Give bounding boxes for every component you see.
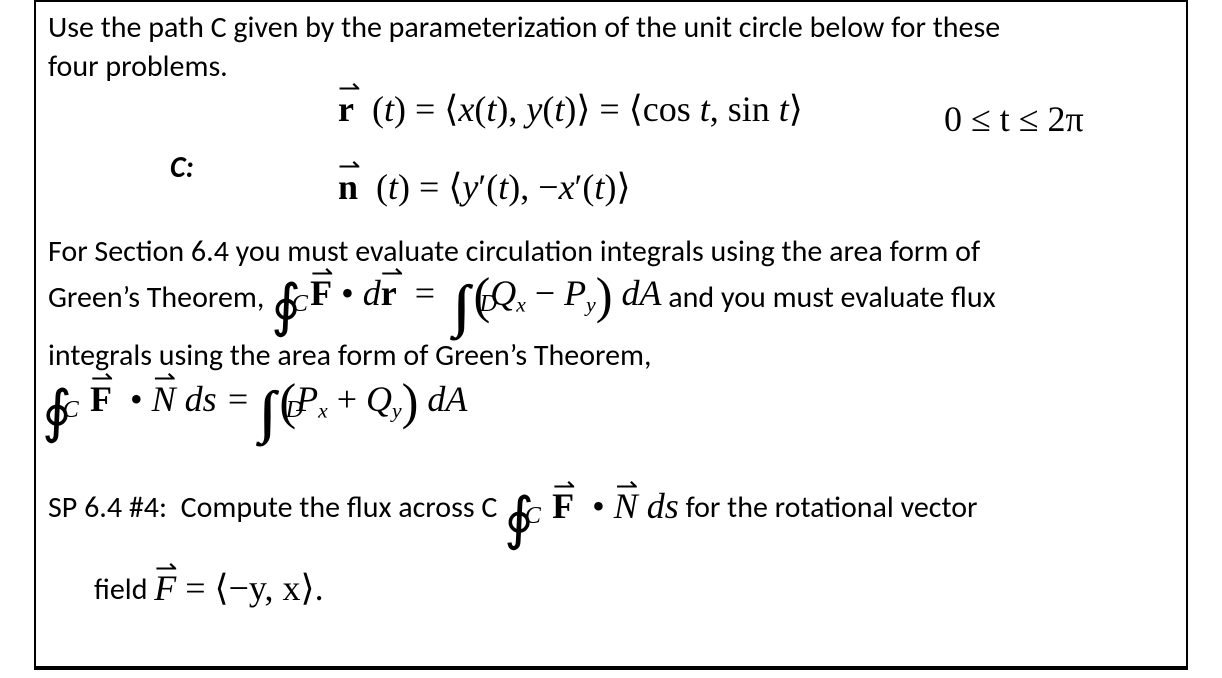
problem-line-2: field ⇀F = ⟨−y, x⟩. (94, 570, 1174, 610)
sub-x: x (516, 293, 526, 317)
arrow-icon: ⇀ (381, 260, 397, 287)
curve-label: C: (170, 148, 194, 187)
problem-lead: SP 6.4 #4: Compute the flux across C (48, 489, 504, 526)
arrow-icon: ⇀ (552, 473, 574, 500)
vector-N: ⇀N (152, 376, 176, 423)
greens-line-1: For Section 6.4 you must evaluate circul… (48, 232, 1174, 271)
sub-y: y (586, 293, 596, 317)
vector-n: ⇀ n (338, 164, 358, 211)
greens-line-2b: and you must evaluate flux (668, 279, 995, 316)
problem-field: ⇀F = ⟨−y, x⟩. (154, 570, 323, 606)
vector-dr: ⇀r (381, 275, 397, 311)
arrow-icon: ⇀ (152, 361, 176, 396)
vector-r: ⇀ r (338, 86, 354, 133)
greens-line-3: integrals using the area form of Green’s… (48, 336, 1174, 375)
vector-F: ⇀F (90, 376, 112, 423)
arrow-icon: ⇀ (154, 555, 176, 582)
sub-y: y (392, 398, 402, 422)
r-args: (t) = ⟨x(t), y(t)⟩ = ⟨cos t, sin t⟩ (363, 89, 803, 129)
page: Use the path C given by the parameteriza… (0, 0, 1222, 678)
n-args: (t) = ⟨y′(t), −x′(t)⟩ (367, 167, 630, 207)
vector-N: ⇀N (614, 488, 638, 524)
ds-text: ds (647, 486, 679, 526)
arrow-icon: ⇀ (90, 361, 112, 396)
arrow-icon: ⇀ (310, 260, 332, 287)
sub-x: x (318, 398, 328, 422)
problem-line-1: SP 6.4 #4: Compute the flux across C ∮C … (48, 488, 1174, 528)
arrow-icon: ⇀ (614, 473, 638, 500)
flux-integral-eq: ∮C ⇀F • ⇀N ds = ∫∫D (Px + Qy) dA (42, 376, 467, 425)
vector-F: ⇀F (310, 275, 332, 311)
ds-text: ds = (185, 379, 259, 419)
box-divider (36, 666, 1186, 668)
vector-F: ⇀F (552, 488, 574, 524)
field-def: = ⟨−y, x⟩. (185, 568, 323, 608)
problem-integral: ∮C ⇀F • ⇀N ds (504, 488, 679, 524)
problem-box: Use the path C given by the parameteriza… (34, 0, 1188, 670)
vector-F-field: ⇀F (154, 570, 176, 606)
arrow-icon: ⇀ (338, 71, 354, 106)
intro-line-1: Use the path C given by the parameteriza… (48, 8, 1174, 47)
problem-tail: for the rotational vector (686, 489, 978, 526)
intro-line-2: four problems. (48, 47, 1174, 86)
circulation-integral: ∮C ⇀F • d⇀r = ∫∫D (Qx − Py) dA (271, 275, 661, 316)
eq-n-of-t: ⇀ n (t) = ⟨y′(t), −x′(t)⟩ (338, 164, 630, 211)
eq-r-of-t: ⇀ r (t) = ⟨x(t), y(t)⟩ = ⟨cos t, sin t⟩ (338, 86, 803, 133)
problem-line-2a: field (94, 571, 154, 608)
greens-line-2a: Green’s Theorem, (48, 279, 271, 316)
arrow-icon: ⇀ (338, 149, 358, 184)
greens-line-2: Green’s Theorem, ∮C ⇀F • d⇀r = ∫∫D (Qx −… (48, 278, 1174, 320)
eq-domain: 0 ≤ t ≤ 2π (944, 96, 1084, 143)
